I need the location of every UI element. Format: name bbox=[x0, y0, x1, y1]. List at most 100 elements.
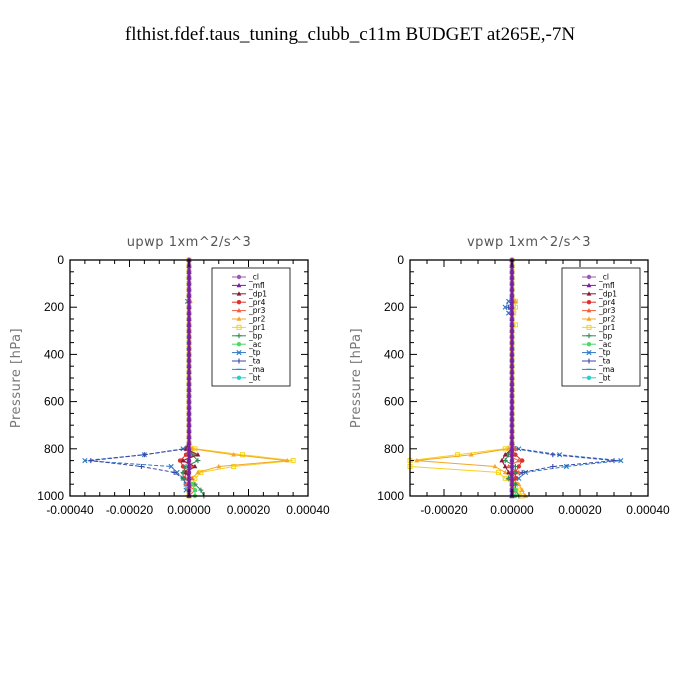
legend-entry: _pr2 bbox=[232, 315, 266, 324]
legend-entry: _pr4 bbox=[232, 298, 266, 307]
legend-label: _mfl bbox=[598, 281, 615, 290]
panel-title: upwp 1xm^2/s^3 bbox=[127, 235, 252, 250]
data-point bbox=[509, 375, 515, 380]
data-point bbox=[509, 458, 515, 463]
legend-marker bbox=[236, 342, 242, 347]
data-point bbox=[516, 464, 521, 469]
legend-entry: _tp bbox=[582, 348, 611, 357]
legend-box bbox=[211, 267, 291, 387]
data-point bbox=[186, 340, 192, 345]
y-tick-label: 0 bbox=[57, 253, 64, 267]
data-point bbox=[414, 458, 420, 463]
data-point bbox=[186, 286, 192, 292]
data-point bbox=[520, 458, 525, 463]
legend-label: _ac bbox=[598, 340, 611, 349]
figure-title: flthist.fdef.taus_tuning_clubb_c11m BUDG… bbox=[125, 24, 575, 45]
y-tick-label: 1000 bbox=[377, 489, 404, 503]
data-point bbox=[138, 464, 144, 469]
data-point bbox=[506, 463, 511, 469]
data-point bbox=[186, 434, 192, 439]
legend-marker bbox=[236, 324, 242, 330]
x-tick-label: -0.00020 bbox=[420, 503, 468, 517]
legend-label: _pr1 bbox=[248, 323, 266, 332]
data-point bbox=[509, 404, 515, 410]
legend-label: _pr3 bbox=[248, 306, 266, 315]
legend-entry: _pr1 bbox=[582, 323, 616, 332]
legend-marker bbox=[236, 316, 242, 321]
data-point bbox=[523, 469, 529, 475]
data-point bbox=[492, 463, 498, 469]
data-point bbox=[509, 363, 515, 368]
data-point bbox=[516, 458, 522, 463]
legend-entry: _bp bbox=[582, 331, 613, 340]
data-point bbox=[186, 387, 192, 392]
legend-marker bbox=[236, 333, 242, 339]
legend-marker bbox=[586, 316, 592, 321]
data-point bbox=[186, 416, 192, 422]
legend-entry: _ac bbox=[582, 340, 611, 349]
data-point bbox=[513, 446, 518, 451]
legend-entry: _dp1 bbox=[582, 289, 617, 298]
data-point bbox=[509, 440, 515, 445]
data-point bbox=[186, 475, 192, 481]
legend-marker bbox=[586, 324, 592, 330]
data-point bbox=[240, 452, 246, 458]
data-point bbox=[509, 345, 515, 351]
legend-entry: _pr3 bbox=[582, 306, 616, 315]
legend-label: _pr1 bbox=[598, 323, 616, 332]
data-point bbox=[509, 434, 515, 439]
data-point bbox=[550, 464, 556, 469]
y-tick-label: 200 bbox=[44, 300, 64, 314]
data-point bbox=[88, 458, 94, 464]
data-point bbox=[519, 487, 525, 492]
series-mfl bbox=[186, 257, 192, 498]
data-point bbox=[509, 286, 515, 292]
data-point bbox=[513, 452, 518, 457]
data-point bbox=[186, 363, 192, 368]
legend-entry: _pr4 bbox=[582, 298, 616, 307]
data-point bbox=[216, 463, 222, 469]
x-tick-label: 0.00020 bbox=[227, 503, 271, 517]
legend-marker bbox=[236, 291, 242, 296]
legend-marker bbox=[586, 350, 592, 356]
data-point bbox=[186, 292, 192, 298]
legend-label: _bp bbox=[598, 331, 613, 340]
data-point bbox=[195, 469, 201, 475]
legend-marker bbox=[586, 375, 592, 380]
legend: _cl_mfl_dp1_pr4_pr3_pr2_pr1_bp_ac_tp_ta_… bbox=[561, 267, 641, 387]
series-mfl bbox=[509, 257, 515, 498]
x-tick-label: 0.00000 bbox=[167, 503, 211, 517]
data-point bbox=[557, 452, 563, 458]
data-point bbox=[502, 463, 508, 469]
data-point bbox=[502, 452, 508, 457]
data-point bbox=[231, 452, 237, 457]
y-axis-label: Pressure [hPa] bbox=[349, 328, 364, 428]
data-point bbox=[509, 469, 515, 475]
legend-entry: _pr2 bbox=[582, 315, 616, 324]
data-point bbox=[509, 452, 515, 457]
chart-panel-upwp: upwp 1xm^2/s^3 Pressure [hPa] 0 200 400 600 80… bbox=[9, 235, 330, 517]
y-axis-label: Pressure [hPa] bbox=[9, 328, 24, 428]
legend-entry: _ma bbox=[232, 365, 265, 374]
data-point bbox=[186, 399, 192, 404]
legend-label: _pr2 bbox=[248, 315, 266, 324]
data-point bbox=[82, 458, 88, 464]
data-point bbox=[502, 304, 508, 310]
legend-label: _pr3 bbox=[598, 306, 616, 315]
data-point bbox=[284, 458, 290, 463]
legend-marker bbox=[236, 282, 242, 288]
data-point bbox=[509, 399, 515, 404]
data-point bbox=[509, 292, 515, 298]
y-tick-label: 1000 bbox=[37, 489, 64, 503]
legend-marker bbox=[586, 282, 592, 288]
legend: _cl_mfl_dp1_pr4_pr3_pr2_pr1_bp_ac_tp_ta_… bbox=[211, 267, 291, 387]
legend-entry: _bp bbox=[232, 331, 263, 340]
data-point bbox=[513, 476, 518, 481]
y-tick-label: 600 bbox=[44, 395, 64, 409]
legend-entry: _mfl bbox=[232, 281, 265, 290]
data-point bbox=[519, 469, 525, 475]
data-point bbox=[186, 375, 192, 380]
data-point bbox=[186, 269, 192, 274]
legend-box bbox=[561, 267, 641, 387]
data-point bbox=[509, 304, 515, 309]
